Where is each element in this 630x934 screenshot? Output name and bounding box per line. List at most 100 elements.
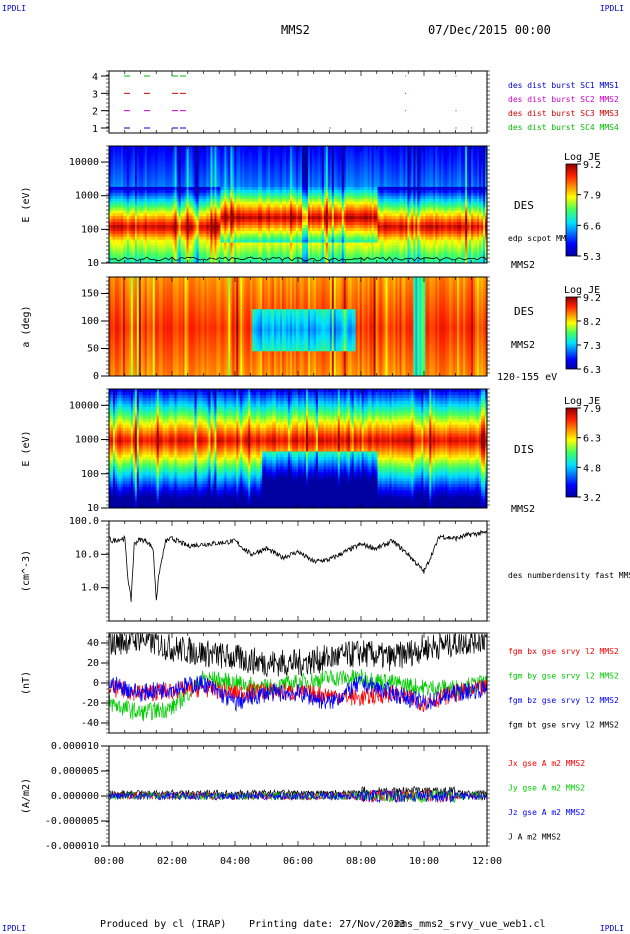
spectrogram-cell [196,260,199,264]
spectrogram-cell [130,163,134,167]
spectrogram-cell [158,260,162,264]
spectrogram-cell [178,236,182,240]
spectrogram-cell [134,195,138,200]
spectrogram-cell [206,224,209,229]
spectrogram-cell [122,224,126,229]
spectrogram-cell [198,230,201,235]
spectrogram-cell [196,254,199,258]
spectrogram-cell [174,160,178,164]
spectrogram-cell [206,207,209,211]
spectrogram-cell [198,181,201,185]
spectrogram-cell [152,181,156,185]
spectrogram-cell [164,201,168,205]
spectrogram-cell [192,260,195,264]
spectrogram-cell [128,157,132,162]
spectrogram-cell [194,210,197,214]
spectrogram-cell [118,198,122,202]
spectrogram-cell [164,163,168,167]
spectrogram-cell [148,248,152,252]
spectrogram-cell [124,251,128,255]
spectrogram-cell [164,210,168,214]
spectrogram-cell [150,224,154,229]
spectrogram-cell [128,201,132,205]
spectrogram-cell [122,207,126,211]
spectrogram-cell [200,151,203,156]
spectrogram-cell [124,224,128,229]
spectrogram-cell [160,260,164,264]
spectrogram-cell [110,245,114,249]
spectrogram-cell [162,186,166,191]
spectrogram-cell [192,219,195,223]
spectrogram-cell [186,178,189,182]
spectrogram-cell [156,251,160,255]
spectrogram-cell [162,154,166,159]
spectrogram-cell [160,242,164,246]
spectrogram-cell [170,160,174,164]
spectrogram-cell [180,239,184,243]
spectrogram-cell [126,160,130,164]
spectrogram-cell [156,204,160,208]
spectrogram-cell [210,207,213,211]
spectrogram-cell [182,178,185,182]
spectrogram-cell [188,169,191,173]
spectrogram-cell [134,148,138,153]
spectrogram-cell [144,260,148,264]
spectrogram-cell [168,251,172,255]
spectrogram-cell [112,186,116,191]
spectrogram-cell [152,151,156,156]
spectrogram-cell [109,239,112,243]
spectrogram-cell [122,230,126,235]
spectrogram-cell [164,154,168,159]
spectrogram-cell [114,195,118,200]
spectrogram-cell [168,201,172,205]
spectrogram-cell [146,216,150,220]
spectrogram-cell [204,227,207,232]
spectrogram-cell [134,192,138,197]
spectrogram-cell [130,230,134,235]
spectrogram-cell [114,148,118,153]
spectrogram-cell [202,222,205,226]
spectrogram-cell [162,163,166,167]
spectrogram-cell [196,248,199,252]
spectrogram-cell [212,151,215,156]
spectrogram-cell [184,154,187,159]
spectrogram-cell [130,178,134,182]
spectrogram-cell [210,172,213,176]
spectrogram-cell [168,213,172,217]
spectrogram-cell [208,216,211,220]
spectrogram-cell [196,230,199,235]
spectrogram-cell [206,175,209,179]
spectrogram-cell [204,248,207,252]
spectrogram-cell [204,146,207,150]
spectrogram-cell [182,169,185,173]
spectrogram-cell [126,210,130,214]
spectrogram-cell [200,224,203,229]
spectrogram-cell [186,163,189,167]
spectrogram-cell [126,175,130,179]
spectrogram-cell [154,204,158,208]
spectrogram-cell [140,230,144,235]
spectrogram-cell [158,222,162,226]
spectrogram-cell [144,239,148,243]
spectrogram-cell [138,233,142,238]
spectrogram-cell [150,233,154,238]
spectrogram-cell [156,219,160,223]
spectrogram-cell [148,216,152,220]
spectrogram-cell [212,157,215,162]
spectrogram-cell [188,148,191,153]
spectrogram-cell [194,189,197,194]
spectrogram-cell [196,239,199,243]
spectrogram-cell [122,172,126,176]
spectrogram-cell [150,195,154,200]
spectrogram-cell [164,186,168,191]
spectrogram-cell [192,148,195,153]
spectrogram-cell [210,204,213,208]
spectrogram-cell [112,146,116,150]
spectrogram-cell [140,233,144,238]
spectrogram-cell [184,181,187,185]
spectrogram-cell [176,178,180,182]
spectrogram-cell [138,248,142,252]
spectrogram-cell [148,233,152,238]
spectrogram-cell [126,201,130,205]
spectrogram-cell [110,154,114,159]
